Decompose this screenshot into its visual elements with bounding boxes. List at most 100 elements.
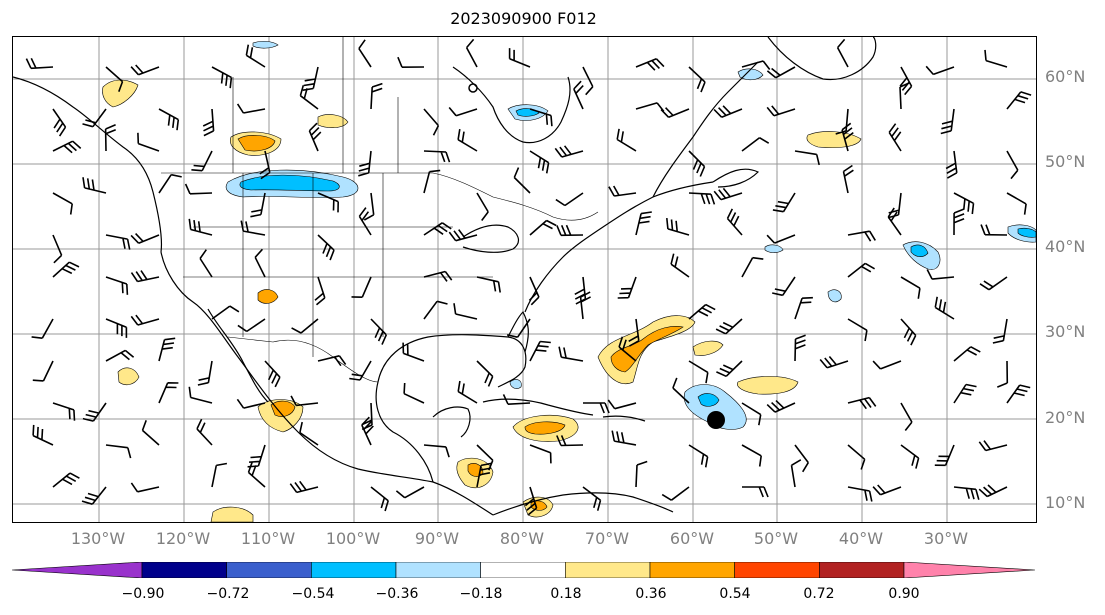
wind-barb: [105, 349, 135, 362]
wind-barb: [370, 318, 388, 345]
wind-barb: [52, 402, 76, 421]
wind-barb: [524, 486, 538, 516]
storm-center-marker: [707, 411, 725, 429]
wind-barb: [457, 128, 478, 152]
contour-pos-gulf: [597, 315, 696, 385]
wind-barb: [635, 211, 652, 236]
wind-barb: [635, 58, 665, 71]
colorbar-tick: 0.90: [888, 586, 920, 602]
wind-barb: [556, 435, 584, 447]
wind-barb: [1006, 150, 1019, 180]
wind-barb: [688, 66, 706, 93]
contour-pos-mexico-core: [270, 400, 296, 417]
wind-barb: [202, 108, 215, 137]
wind-barb: [794, 296, 813, 320]
wind-barb: [529, 219, 557, 236]
contour-neg-cuba: [509, 379, 522, 389]
wind-barb: [741, 256, 764, 278]
wind-barb: [502, 394, 531, 405]
wind-barb: [52, 472, 80, 488]
wind-barb: [583, 402, 610, 414]
wind-barb: [688, 150, 706, 177]
contour-neg-hurricane-core: [697, 393, 720, 407]
wind-barb: [794, 334, 806, 362]
wind-barb: [361, 416, 374, 446]
polar-marker: [468, 83, 478, 93]
contour-neg-canada-core: [239, 174, 340, 192]
wind-barb: [105, 234, 131, 250]
wind-barb: [476, 462, 492, 488]
lon-label-70w: 70°W: [584, 529, 630, 548]
map-title: 2023090900 F012: [450, 9, 597, 28]
coast-labrador: [652, 61, 759, 198]
wind-barb: [847, 230, 876, 242]
wind-barb: [130, 270, 160, 283]
wind-barb: [130, 64, 160, 76]
wind-barb: [423, 270, 453, 282]
colorbar-extend-high: [903, 562, 1036, 578]
wind-barb: [573, 80, 584, 110]
wind-barb: [528, 276, 540, 306]
wind-barb: [25, 57, 54, 70]
lon-label-50w: 50°W: [753, 529, 799, 548]
wind-barb: [713, 187, 743, 201]
wind-barb: [899, 81, 911, 110]
lon-label-60w: 60°W: [669, 529, 715, 548]
wind-barb: [52, 192, 73, 215]
wind-barb: [105, 444, 132, 459]
wind-barb: [1006, 192, 1027, 215]
contour-pos-caribbean-core: [524, 421, 566, 435]
colorbar-tick: 0.72: [803, 586, 835, 602]
wind-barb: [423, 150, 451, 163]
wind-barb: [872, 484, 902, 496]
coast-baja: [207, 308, 269, 403]
contour-pos-atlantic-20n: [737, 376, 799, 395]
wind-barb: [953, 346, 981, 362]
lon-label-100w: 100°W: [325, 529, 381, 548]
contour-pos-hudson: [317, 114, 349, 128]
wind-barb: [688, 444, 709, 468]
wind-barb: [660, 107, 690, 119]
wind-barb: [1006, 91, 1032, 110]
wind-barb: [448, 229, 478, 242]
wind-barb: [82, 402, 107, 422]
wind-barb: [211, 66, 233, 89]
colorbar-tick: −0.36: [375, 586, 419, 602]
wind-barb: [358, 207, 372, 236]
wind-barb: [842, 164, 854, 194]
wind-barb: [476, 276, 501, 293]
wind-barb: [608, 185, 637, 197]
wind-barb: [358, 39, 372, 68]
wind-barb: [607, 399, 637, 410]
wind-barb: [618, 336, 637, 362]
wind-barb: [726, 208, 743, 236]
wind-barb: [741, 402, 762, 426]
wind-barb: [616, 128, 637, 152]
wind-barb: [105, 66, 124, 92]
colorbar-tick: −0.18: [459, 586, 503, 602]
wind-barb: [628, 318, 640, 347]
contour-pos-sw: [257, 289, 279, 304]
coastlines: [13, 37, 877, 516]
colorbar-segment: [141, 562, 227, 578]
wind-barb: [741, 60, 771, 70]
wind-barb: [926, 269, 955, 280]
lat-label-60n: 60°N: [1045, 67, 1086, 86]
wind-barb: [158, 382, 179, 404]
map-frame: [12, 36, 1037, 523]
lon-label-110w: 110°W: [240, 529, 296, 548]
coast-hudson-bay: [452, 66, 571, 144]
wind-barb: [529, 340, 551, 362]
lat-label-10n: 10°N: [1045, 493, 1086, 512]
wind-barb: [476, 192, 489, 221]
colorbar-tick: 0.36: [635, 586, 667, 602]
wind-barb: [742, 486, 769, 498]
coast-yucatan: [432, 406, 471, 438]
wind-barb: [351, 276, 372, 298]
wind-barb: [423, 108, 440, 136]
wind-barb: [978, 484, 1008, 498]
coast-east-us: [524, 181, 714, 313]
coast-hispaniola: [602, 415, 646, 422]
contour-pos-canada-core: [237, 135, 276, 152]
wind-barb: [423, 300, 448, 320]
